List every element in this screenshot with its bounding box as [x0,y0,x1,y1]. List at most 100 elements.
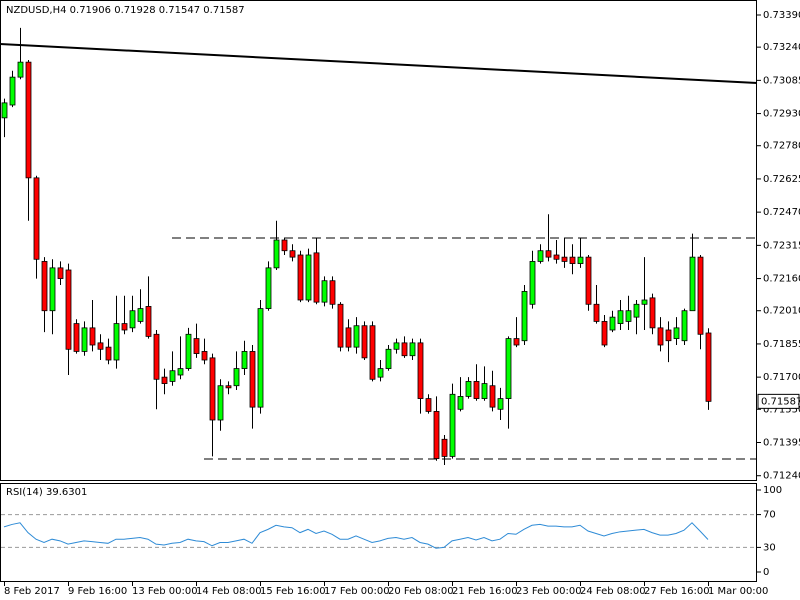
x-tick-label: 24 Feb 08:00 [580,586,646,597]
candle-body [289,250,296,258]
candle-body [393,342,400,350]
candle-body [89,327,96,346]
candle-body [41,261,48,312]
last-price-label: 0.71587 [761,396,800,407]
candle-body [249,351,256,408]
candle-body [521,291,528,342]
candle-body [265,267,272,309]
candle-body [441,438,448,457]
candle-body [553,254,560,260]
candle-body [129,310,136,329]
rsi-panel [0,483,757,582]
candle-body [313,252,320,303]
x-tick-label: 1 Mar 00:00 [708,586,768,597]
candle-body [105,346,112,361]
chart-header: NZDUSD,H4 0.71906 0.71928 0.71547 0.7158… [6,5,245,16]
low-value: 0.71547 [159,5,200,16]
rsi-title: RSI(14) [6,487,43,498]
high-value: 0.71928 [114,5,155,16]
candle-body [369,325,376,380]
candle-body [457,396,464,410]
candle-body [513,338,520,346]
candle-body [433,411,440,459]
candle-body [257,308,264,408]
candle-body [121,323,128,331]
candle-body [153,333,160,380]
candle-body [561,256,568,262]
candle-body [537,250,544,262]
candle-body [73,323,80,352]
candle-body [281,239,288,252]
candle-body [649,297,656,329]
candle-body [577,256,584,264]
candle-body [497,398,504,410]
candle-body [65,269,72,350]
candle-body [1,102,8,119]
close-value: 0.71587 [203,5,244,16]
y-tick-label: 0.73085 [763,75,800,86]
candle-body [489,385,496,408]
candle-body [697,256,704,335]
rsi-line [3,522,709,549]
candle-body [25,61,32,179]
y-tick-label: 0.71395 [763,438,800,449]
candle-body [617,310,624,324]
candle-body [385,348,392,369]
rsi-header: RSI(14) 39.6301 [6,487,87,498]
candle-body [481,383,488,399]
main-panel [0,0,757,481]
candle-body [169,370,176,382]
candle-body [465,381,472,397]
candle-body [113,323,120,361]
candle-body [9,76,16,106]
candle-body [161,376,168,384]
candle-body [657,327,664,346]
candle-body [57,267,64,279]
candle-body [361,325,368,359]
candle-body [601,321,608,346]
candle-body [569,256,576,264]
candle-body [177,368,184,376]
candle-body [593,303,600,322]
candle-body [425,398,432,412]
candle-body [305,254,312,301]
y-tick-label: 0.72625 [763,174,800,185]
candle-body [225,385,232,389]
candle-body [185,333,192,369]
candle-body [473,381,480,399]
x-tick-label: 21 Feb 16:00 [452,586,518,597]
candle-body [377,368,384,378]
candle-body [665,329,672,342]
candle-body [681,310,688,342]
candle-body [193,338,200,354]
x-tick-label: 20 Feb 08:00 [388,586,454,597]
x-tick-label: 15 Feb 16:00 [260,586,326,597]
y-tick-label: 30 [763,542,776,553]
candle-body [689,256,696,312]
candle-body [505,338,512,399]
candle-body [545,250,552,258]
candle-body [529,261,536,305]
candle-body [417,342,424,399]
y-tick-label: 0 [763,567,769,578]
candle-body [321,280,328,303]
candle-body [353,325,360,348]
x-tick-label: 13 Feb 00:00 [132,586,198,597]
candle-body [297,254,304,301]
candle-body [97,342,104,350]
x-tick-label: 17 Feb 00:00 [324,586,390,597]
candle-body [625,310,632,322]
candle-body [641,299,648,305]
candle-body [673,327,680,339]
candle-body [137,308,144,322]
candle-body [633,303,640,318]
symbol: NZDUSD,H4 [6,5,66,16]
y-tick-label: 70 [763,510,776,521]
